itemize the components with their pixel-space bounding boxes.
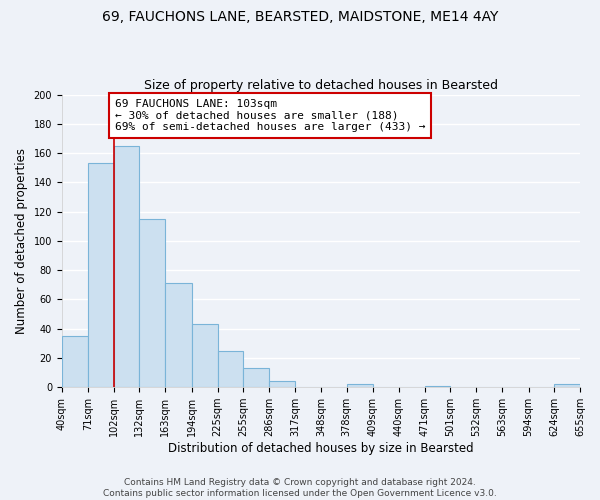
Bar bbox=[114, 146, 139, 387]
Text: 69, FAUCHONS LANE, BEARSTED, MAIDSTONE, ME14 4AY: 69, FAUCHONS LANE, BEARSTED, MAIDSTONE, … bbox=[102, 10, 498, 24]
Bar bbox=[347, 384, 373, 387]
Bar bbox=[425, 386, 450, 387]
Bar bbox=[139, 219, 166, 387]
Text: Contains HM Land Registry data © Crown copyright and database right 2024.
Contai: Contains HM Land Registry data © Crown c… bbox=[103, 478, 497, 498]
Y-axis label: Number of detached properties: Number of detached properties bbox=[15, 148, 28, 334]
Text: 69 FAUCHONS LANE: 103sqm
← 30% of detached houses are smaller (188)
69% of semi-: 69 FAUCHONS LANE: 103sqm ← 30% of detach… bbox=[115, 99, 425, 132]
Bar bbox=[62, 336, 88, 387]
Bar bbox=[218, 350, 243, 387]
Title: Size of property relative to detached houses in Bearsted: Size of property relative to detached ho… bbox=[144, 79, 498, 92]
Bar bbox=[554, 384, 580, 387]
Bar bbox=[166, 284, 191, 387]
Bar bbox=[269, 382, 295, 387]
Bar bbox=[88, 164, 114, 387]
Bar bbox=[243, 368, 269, 387]
X-axis label: Distribution of detached houses by size in Bearsted: Distribution of detached houses by size … bbox=[168, 442, 474, 455]
Bar bbox=[191, 324, 218, 387]
